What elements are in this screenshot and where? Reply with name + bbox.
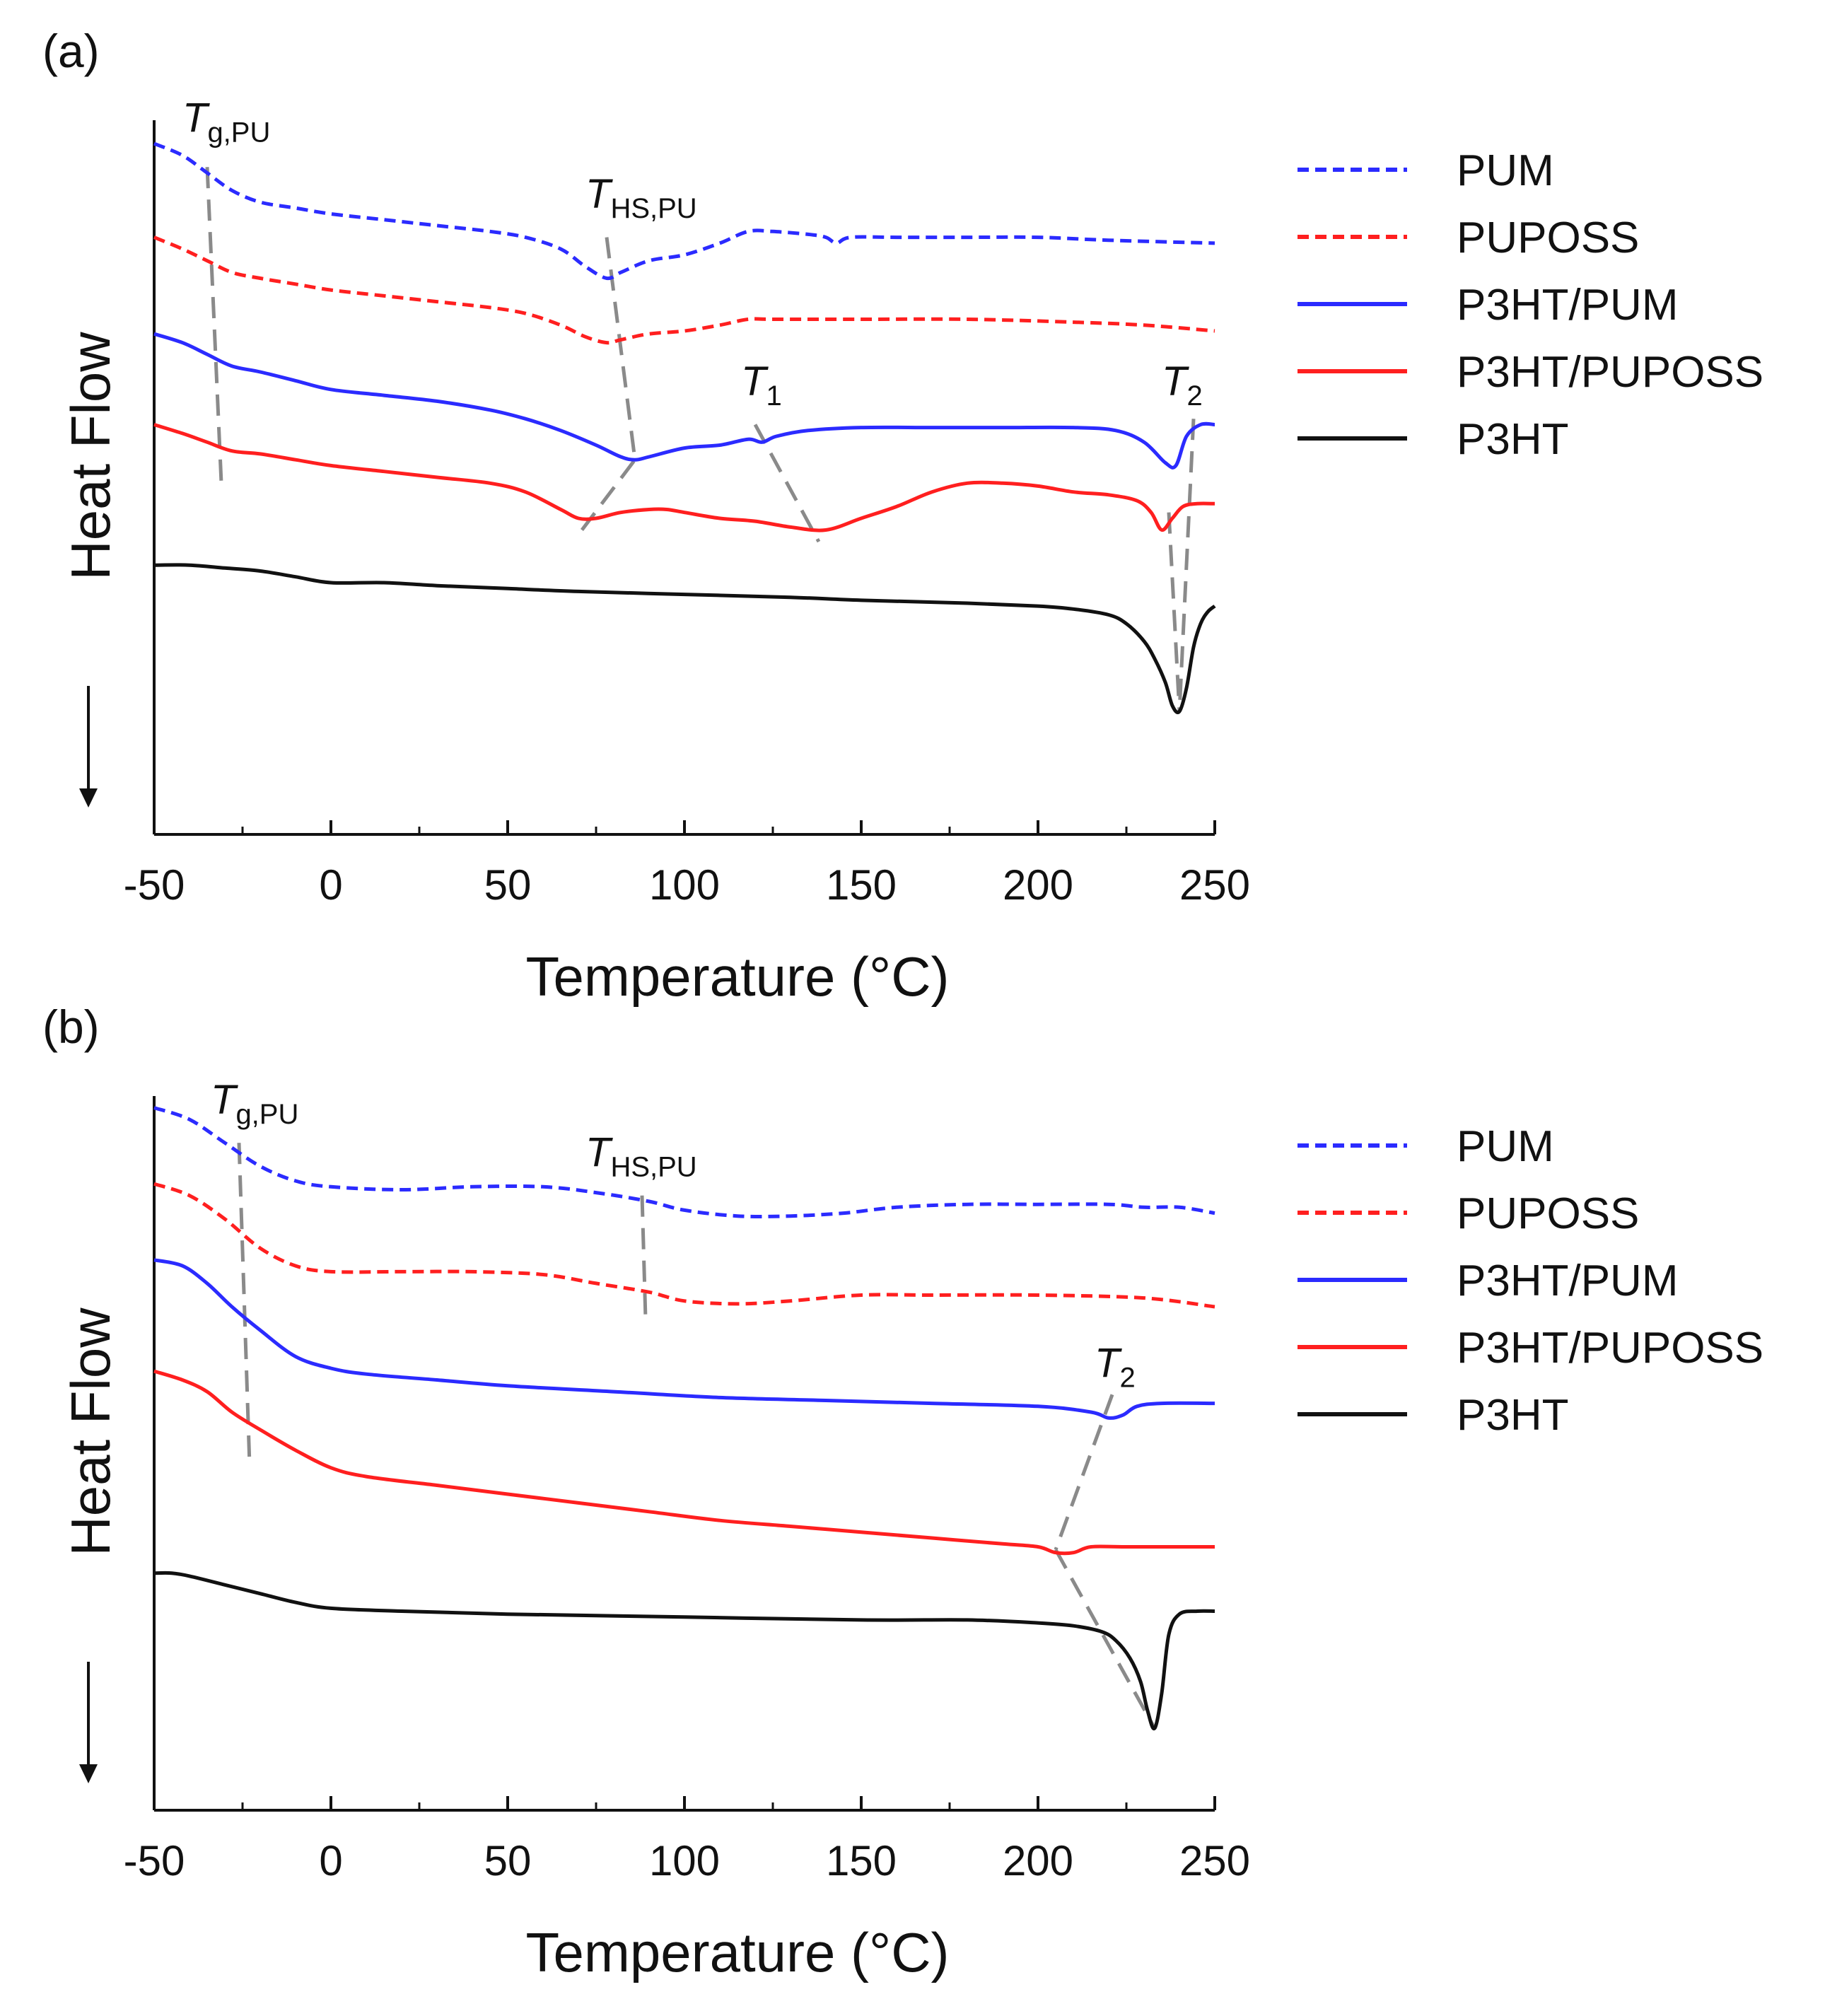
annotation-label: THS,PU <box>585 171 697 224</box>
annotation-guide-line <box>1054 1394 1114 1551</box>
y-axis-title: Heat Flow <box>59 1307 122 1556</box>
annotation-guide-line <box>640 1195 648 1319</box>
x-axis-title: Temperature (°C) <box>525 945 949 1008</box>
series-line-p3ht-pum <box>153 332 1215 470</box>
panel-b: (b) -50 0 50 100 150 200 250 Temperature (°C) Hea… <box>42 1001 1763 1983</box>
endo-arrow-head <box>79 1764 98 1783</box>
x-tick-label: 250 <box>1179 861 1250 909</box>
x-tick-label: 150 <box>826 1837 897 1884</box>
series-line-pum <box>153 1106 1215 1219</box>
annotation-subscript: g,PU <box>235 1099 298 1130</box>
annotation-symbol: T <box>182 95 210 141</box>
annotation-subscript: HS,PU <box>610 1151 696 1182</box>
panel-a: (a) -50 0 50 100 150 200 250 Temperature (°C) Hea… <box>42 25 1763 1008</box>
series-line-p3ht-pum <box>153 1258 1215 1420</box>
annotation-guide-line <box>1054 1549 1157 1730</box>
legend-label: PUPOSS <box>1457 214 1639 262</box>
legend-label: PUM <box>1457 1122 1554 1171</box>
x-tick-label: 150 <box>826 861 897 909</box>
x-tick-label: 100 <box>649 1837 720 1884</box>
annotation-guide-line <box>205 167 223 484</box>
annotation-subscript: 2 <box>1119 1362 1135 1393</box>
series-line-puposs <box>153 1182 1215 1309</box>
x-tick-label: 200 <box>1003 861 1073 909</box>
x-tick-label: 50 <box>484 1837 532 1884</box>
series-line-p3ht-puposs <box>153 1369 1215 1556</box>
annotation-guide-line <box>1167 512 1182 712</box>
series-line-puposs <box>153 235 1215 345</box>
x-tick-label: -50 <box>124 861 185 909</box>
annotation-symbol: T <box>585 171 613 217</box>
x-tick-label: 0 <box>319 1837 342 1884</box>
annotation-guide-line <box>1177 419 1196 712</box>
annotation-symbol: T <box>1095 1340 1122 1386</box>
legend-label: P3HT/PUM <box>1457 1257 1678 1305</box>
legend-label: PUPOSS <box>1457 1189 1639 1238</box>
x-tick-label: -50 <box>124 1837 185 1884</box>
annotation-subscript: 1 <box>766 380 781 412</box>
series-line-p3ht <box>153 1571 1215 1731</box>
legend-label: P3HT/PUPOSS <box>1457 1324 1763 1373</box>
annotation-subscript: 2 <box>1186 380 1202 412</box>
annotation-symbol: T <box>1162 359 1189 404</box>
legend-label: PUM <box>1457 146 1554 195</box>
x-tick-label: 250 <box>1179 1837 1250 1884</box>
annotation-symbol: T <box>211 1077 238 1123</box>
series-line-p3ht <box>153 563 1216 714</box>
annotation-guide-line <box>237 1143 252 1465</box>
annotation-guide-line <box>753 424 821 543</box>
y-axis-title: Heat Flow <box>59 332 122 581</box>
legend-label: P3HT <box>1457 415 1568 464</box>
series-line-p3ht-puposs <box>153 423 1215 532</box>
annotation-label: T2 <box>1162 359 1203 412</box>
annotation-label: T1 <box>741 359 782 412</box>
x-tick-label: 100 <box>649 861 720 909</box>
series-line-pum <box>153 141 1215 281</box>
x-tick-label: 0 <box>319 861 342 909</box>
legend-label: P3HT/PUM <box>1457 281 1678 330</box>
annotation-symbol: T <box>741 359 769 404</box>
x-axis-title: Temperature (°C) <box>525 1921 949 1983</box>
panel-label: (a) <box>42 25 100 77</box>
annotation-label: Tg,PU <box>211 1077 298 1130</box>
x-tick-label: 200 <box>1003 1837 1073 1884</box>
endo-arrow-head <box>79 788 98 808</box>
annotation-label: THS,PU <box>585 1129 697 1182</box>
legend-label: P3HT/PUPOSS <box>1457 348 1763 397</box>
annotation-subscript: HS,PU <box>610 193 696 224</box>
panel-label: (b) <box>42 1001 100 1053</box>
annotation-label: Tg,PU <box>182 95 270 148</box>
annotation-subscript: g,PU <box>207 117 270 148</box>
legend-label: P3HT <box>1457 1391 1568 1440</box>
annotation-label: T2 <box>1095 1340 1136 1393</box>
annotation-symbol: T <box>585 1129 613 1175</box>
annotation-guide-line <box>605 237 637 460</box>
x-tick-label: 50 <box>484 861 532 909</box>
